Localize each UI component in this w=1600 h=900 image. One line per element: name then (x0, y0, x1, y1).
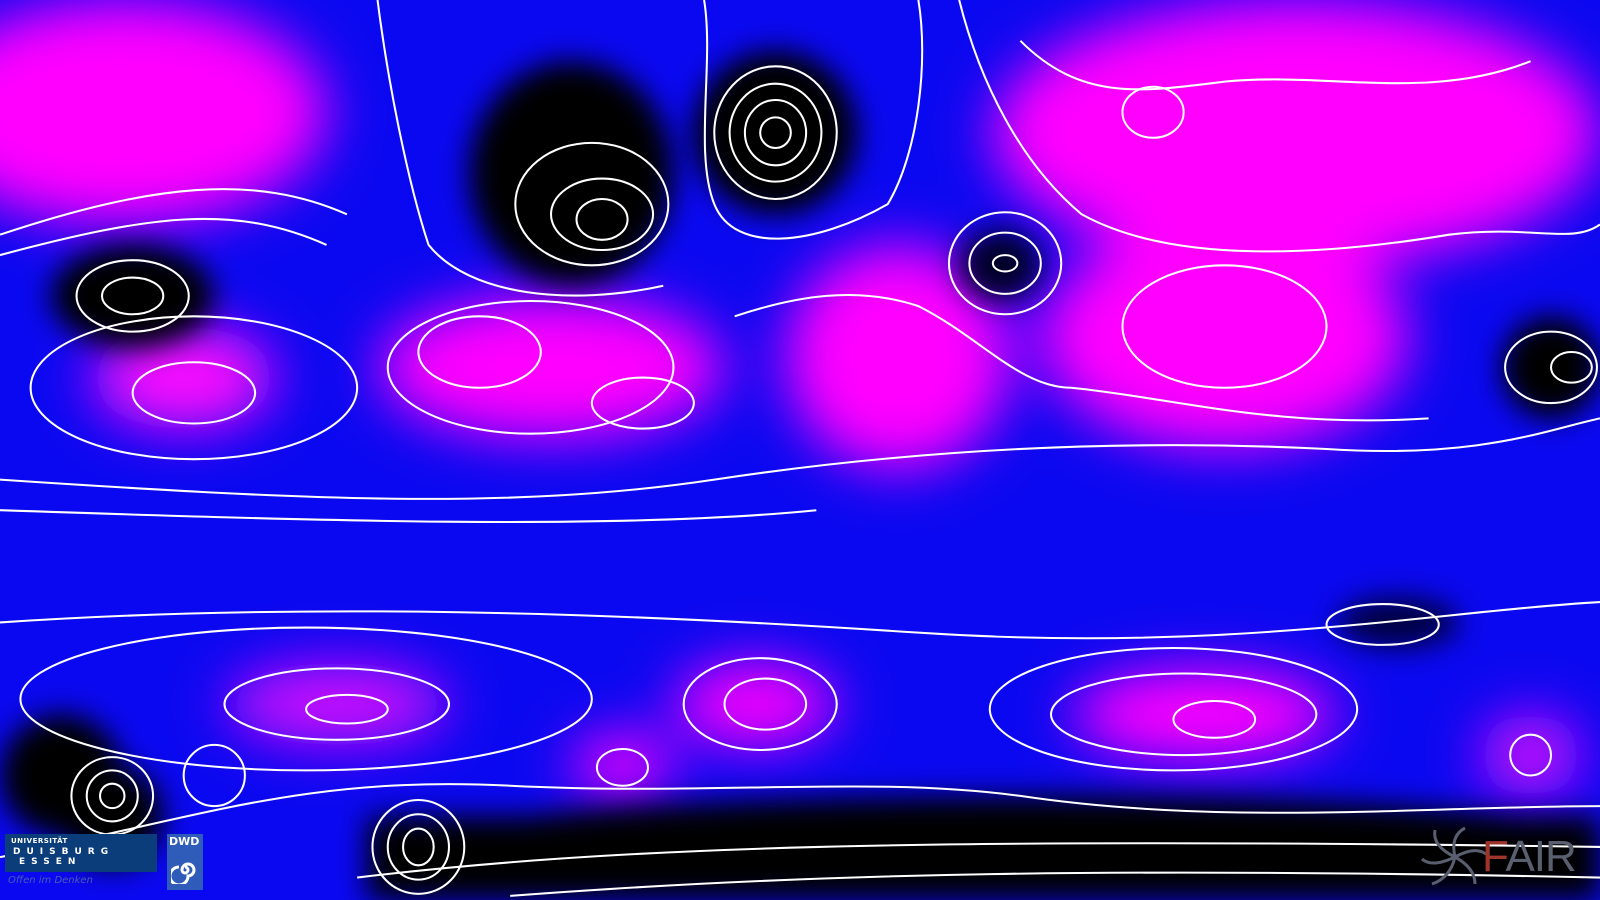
university-duisburg-essen-logo: UNIVERSITÄT DUISBURG ESSEN (5, 834, 157, 872)
dwd-spiral-icon (171, 862, 196, 884)
ude-logo-line1: UNIVERSITÄT (11, 837, 68, 845)
fair-swirl-icon (1420, 826, 1487, 886)
magenta-high-regions (0, 0, 1600, 796)
ude-logo-line3: ESSEN (19, 857, 82, 867)
fair-logo-text: FAIR (1482, 832, 1577, 881)
fair-logo: FAIR (1420, 826, 1600, 888)
ude-logo-line2: DUISBURG (13, 847, 115, 857)
fair-logo-air: AIR (1505, 832, 1576, 881)
dwd-logo: DWD (167, 834, 203, 890)
ude-tagline: Offen im Denken (8, 875, 93, 886)
fair-logo-f: F (1482, 832, 1506, 881)
dwd-logo-text: DWD (169, 835, 200, 848)
